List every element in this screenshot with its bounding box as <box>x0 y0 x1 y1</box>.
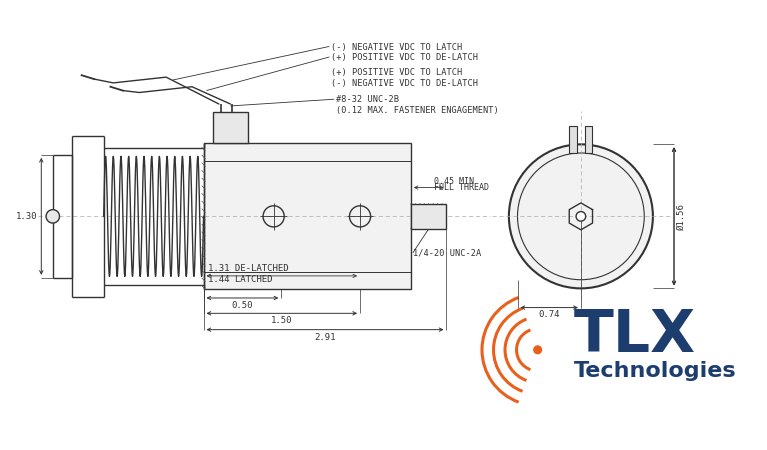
Text: 1.44 LATCHED: 1.44 LATCHED <box>209 274 273 284</box>
Circle shape <box>576 212 586 221</box>
Bar <box>411 204 446 229</box>
Text: FULL THREAD: FULL THREAD <box>433 183 489 192</box>
Circle shape <box>534 346 542 354</box>
Text: 1/4-20 UNC-2A: 1/4-20 UNC-2A <box>413 248 481 257</box>
Text: 1.30: 1.30 <box>16 212 38 221</box>
Text: (+) POSITIVE VDC TO LATCH: (+) POSITIVE VDC TO LATCH <box>331 68 463 77</box>
Bar <box>569 126 577 153</box>
Bar <box>203 144 411 289</box>
Text: (-) NEGATIVE VDC TO DE-LATCH: (-) NEGATIVE VDC TO DE-LATCH <box>331 79 479 88</box>
Text: (-) NEGATIVE VDC TO LATCH: (-) NEGATIVE VDC TO LATCH <box>331 43 463 52</box>
Text: (0.12 MAX. FASTENER ENGAGEMENT): (0.12 MAX. FASTENER ENGAGEMENT) <box>336 106 499 115</box>
Text: (+) POSITIVE VDC TO DE-LATCH: (+) POSITIVE VDC TO DE-LATCH <box>331 53 479 62</box>
Text: 0.74: 0.74 <box>538 310 560 320</box>
Text: 2.91: 2.91 <box>314 333 336 342</box>
Text: TLX: TLX <box>574 307 696 364</box>
Text: 0.50: 0.50 <box>232 301 253 310</box>
Text: 0.45 MIN: 0.45 MIN <box>433 177 473 186</box>
Text: Technologies: Technologies <box>574 361 737 381</box>
Text: #8-32 UNC-2B: #8-32 UNC-2B <box>336 95 399 104</box>
Bar <box>213 112 248 144</box>
Text: 1.31 DE-LATCHED: 1.31 DE-LATCHED <box>209 264 289 273</box>
Circle shape <box>46 210 60 223</box>
Bar <box>584 126 592 153</box>
Text: Ø1.56: Ø1.56 <box>677 203 686 230</box>
Text: 1.50: 1.50 <box>271 316 292 325</box>
Circle shape <box>509 144 653 288</box>
